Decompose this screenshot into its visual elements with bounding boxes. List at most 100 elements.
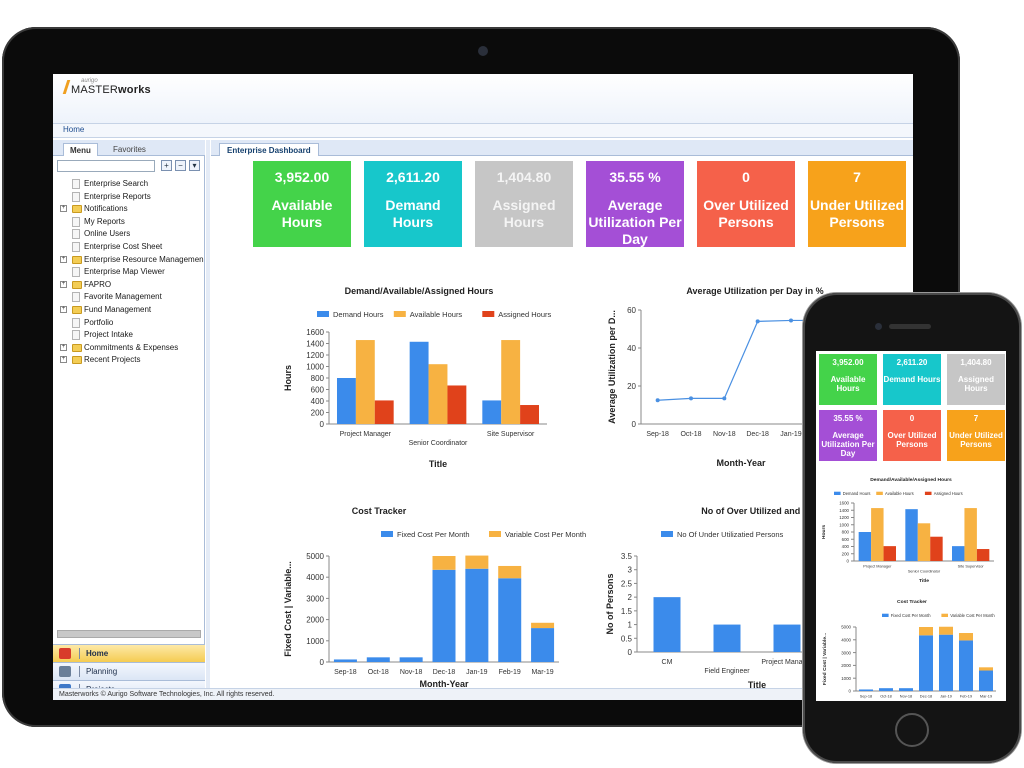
- phone-speaker: [889, 324, 931, 329]
- kpi-value: 2,611.20: [896, 358, 928, 367]
- tree-item[interactable]: Portfolio: [53, 317, 205, 330]
- tree-expand-icon[interactable]: +: [60, 205, 67, 213]
- kpi-tile[interactable]: 3,952.00 Available Hours: [819, 354, 877, 405]
- bar: [899, 688, 913, 691]
- collapse-all-button[interactable]: −: [175, 160, 186, 171]
- phone-home-button[interactable]: [895, 713, 929, 747]
- chart-demand-available-assigned: Demand/Available/Assigned Hours Demand Ho…: [269, 280, 569, 475]
- tree-item[interactable]: + Commitments & Expenses: [53, 342, 205, 355]
- tree-item[interactable]: Enterprise Map Viewer: [53, 266, 205, 279]
- kpi-tile[interactable]: 35.55 % Average Utilization Per Day: [819, 410, 877, 461]
- nav-item-home[interactable]: Home: [53, 644, 205, 662]
- tree-item-label: Fund Management: [84, 304, 152, 314]
- panel-splitter[interactable]: [206, 140, 210, 688]
- kpi-label: Assigned Hours: [957, 375, 994, 393]
- breadcrumb-home-link[interactable]: Home: [63, 125, 85, 134]
- menu-search-input[interactable]: [57, 160, 155, 172]
- bar: [858, 532, 872, 561]
- tree-expand-icon[interactable]: +: [60, 343, 67, 351]
- y-tick-label: 1600: [306, 328, 324, 337]
- kpi-tile[interactable]: 0 Over Utilized Persons: [697, 161, 795, 247]
- y-tick-label: 5000: [306, 552, 324, 561]
- tree-expand-icon[interactable]: +: [60, 356, 67, 364]
- kpi-tile[interactable]: 1,404.80 Assigned Hours: [947, 354, 1005, 405]
- kpi-tile[interactable]: 2,611.20 Demand Hours: [883, 354, 941, 405]
- x-axis-label: Title: [919, 578, 929, 584]
- x-tick-label: Site Supervisor: [487, 431, 535, 438]
- y-tick-label: 20: [627, 382, 636, 391]
- page-icon: [72, 229, 80, 240]
- tab-enterprise-dashboard[interactable]: Enterprise Dashboard: [219, 143, 319, 156]
- y-axis-label: Fixed Cost | Variable...: [283, 561, 293, 657]
- bar: [333, 659, 357, 662]
- bar: [531, 628, 555, 662]
- y-tick-label: 600: [311, 386, 325, 395]
- x-tick-label: Dec-18: [746, 431, 769, 438]
- app-logo[interactable]: MASTERworks: [71, 84, 151, 96]
- phone-frame: 3,952.00 Available Hours 2,611.20 Demand Ho…: [803, 293, 1021, 763]
- tree-item[interactable]: Enterprise Cost Sheet: [53, 241, 205, 254]
- kpi-tile[interactable]: 35.55 % Average Utilization Per Day: [586, 161, 684, 247]
- kpi-tile[interactable]: 2,611.20 Demand Hours: [364, 161, 462, 247]
- phone-screen: 3,952.00 Available Hours 2,611.20 Demand Ho…: [816, 351, 1006, 701]
- tree-expand-icon[interactable]: +: [60, 255, 67, 263]
- tree-item[interactable]: + Recent Projects: [53, 354, 205, 367]
- expand-all-button[interactable]: +: [161, 160, 172, 171]
- menu-dropdown-button[interactable]: ▾: [189, 160, 200, 171]
- kpi-tile[interactable]: 7 Under Utilized Persons: [808, 161, 906, 247]
- kpi-value: 3,952.00: [274, 169, 330, 185]
- page-icon: [72, 191, 80, 202]
- bar: [520, 405, 540, 424]
- tab-menu[interactable]: Menu: [63, 143, 98, 156]
- tree-item[interactable]: My Reports: [53, 216, 205, 229]
- tree-item-label: Portfolio: [84, 317, 114, 327]
- bar: [979, 667, 993, 671]
- y-axis-label: Hours: [283, 365, 293, 391]
- legend-label: Demand Hours: [843, 491, 871, 496]
- tree-item[interactable]: Enterprise Search: [53, 178, 205, 191]
- kpi-label: Demand Hours: [385, 197, 441, 230]
- x-tick-label: Site Supervisor: [958, 565, 985, 569]
- y-tick-label: 2: [628, 593, 633, 602]
- y-tick-label: 0: [320, 420, 325, 429]
- bar: [905, 509, 918, 561]
- chart-svg: Demand/Available/Assigned Hours Demand Ho…: [283, 286, 551, 469]
- kpi-tile[interactable]: 7 Under Utilized Persons: [947, 410, 1005, 461]
- kpi-tile[interactable]: 3,952.00 Available Hours: [253, 161, 351, 247]
- series-line: [657, 319, 825, 401]
- nav-item-planning[interactable]: Planning: [53, 662, 205, 680]
- tree-item[interactable]: + Enterprise Resource Managemen: [53, 254, 205, 267]
- bar: [939, 634, 953, 691]
- chart-svg: Cost Tracker Fixed Cost Per Month Variable…: [283, 506, 586, 689]
- tree-item[interactable]: + Fund Management: [53, 304, 205, 317]
- menu-horizontal-scrollbar[interactable]: [57, 630, 201, 638]
- folder-icon: [72, 305, 82, 314]
- kpi-label: Demand Hours: [883, 375, 941, 384]
- nav-item-label: Home: [86, 649, 109, 658]
- kpi-label: Average Utilization Per Day: [588, 197, 682, 247]
- x-tick-label: Oct-18: [680, 431, 701, 438]
- x-tick-label: Jan-19: [780, 431, 802, 438]
- y-tick-label: 1000: [841, 676, 851, 681]
- tree-item[interactable]: + FAPRO: [53, 279, 205, 292]
- chart-cost-tracker: Cost Tracker Fixed Cost Per Month Variable…: [269, 500, 586, 690]
- tree-item[interactable]: Favorite Management: [53, 291, 205, 304]
- tree-expand-icon[interactable]: +: [60, 305, 67, 313]
- x-tick-label: Senior Coordinator: [908, 570, 941, 574]
- tree-item[interactable]: Online Users: [53, 228, 205, 241]
- tab-favorites[interactable]: Favorites: [113, 145, 146, 154]
- bar: [979, 670, 993, 691]
- kpi-tile[interactable]: 0 Over Utilized Persons: [883, 410, 941, 461]
- x-tick-label: Project Manager: [863, 565, 892, 569]
- legend-label: Assigned Hours: [498, 310, 551, 319]
- tree-item[interactable]: Project Intake: [53, 329, 205, 342]
- tree-item[interactable]: + Notifications: [53, 203, 205, 216]
- phone-chart-demand-available-assigned: Demand/Available/Assigned Hours Demand Ho…: [820, 475, 1002, 585]
- tree-expand-icon[interactable]: +: [60, 280, 67, 288]
- bar: [409, 341, 429, 424]
- folder-icon: [72, 280, 82, 289]
- kpi-tile[interactable]: 1,404.80 Assigned Hours: [475, 161, 573, 247]
- tree-item[interactable]: Enterprise Reports: [53, 191, 205, 204]
- kpi-value: 7: [853, 169, 861, 185]
- folder-icon: [72, 356, 82, 365]
